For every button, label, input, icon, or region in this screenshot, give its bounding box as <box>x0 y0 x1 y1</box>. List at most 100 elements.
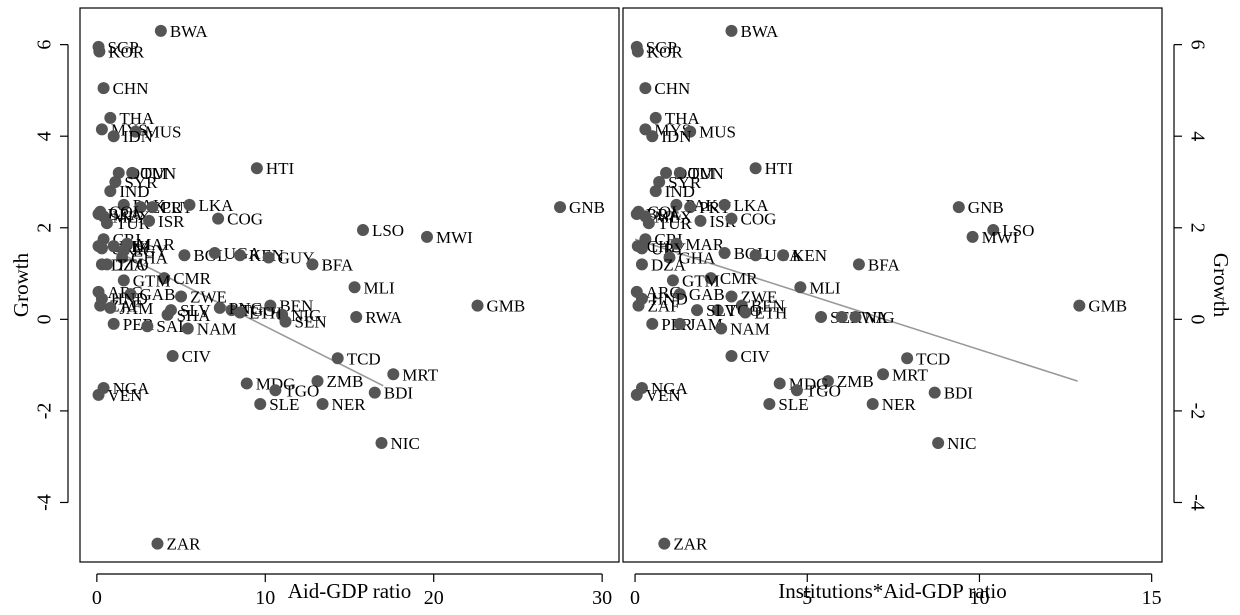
data-point-label: BDI <box>384 384 414 403</box>
data-point <box>134 201 147 214</box>
data-point-label: CHN <box>654 79 690 98</box>
data-point <box>250 162 263 175</box>
data-point-label: TUN <box>141 164 176 183</box>
data-point-label: NER <box>332 395 367 414</box>
data-point <box>653 175 666 188</box>
data-point-label: ZMB <box>326 372 363 391</box>
data-point-label: MRT <box>892 365 928 384</box>
data-point-label: COL <box>647 203 681 222</box>
data-point-label: DZA <box>651 255 687 274</box>
data-point-label: KOR <box>108 42 145 61</box>
data-point-label: ZAF <box>647 297 679 316</box>
data-point-label: VEN <box>108 386 143 405</box>
data-point <box>117 274 130 287</box>
data-point <box>104 301 117 314</box>
data-point <box>554 201 567 214</box>
y-tick-label: 6 <box>1186 40 1208 50</box>
data-point <box>635 258 648 271</box>
data-point <box>213 301 226 314</box>
data-point <box>95 123 108 136</box>
x-tick-label: 0 <box>92 587 102 609</box>
data-point-label: EGY <box>133 242 168 261</box>
y-tick-label: 0 <box>34 314 56 324</box>
data-point-label: NER <box>882 395 917 414</box>
data-point-label: HND <box>111 290 148 309</box>
data-point-label: SEN <box>294 313 326 332</box>
data-point <box>104 111 117 124</box>
data-point-label: IND <box>119 182 149 201</box>
data-point-label: GMB <box>1088 297 1127 316</box>
data-point-label: GUY <box>278 249 315 268</box>
data-point <box>208 246 221 259</box>
data-point-label: ETH <box>754 303 787 322</box>
data-point-label: BWA <box>740 22 779 41</box>
data-point <box>141 320 154 333</box>
data-point-label: LSO <box>1002 221 1034 240</box>
data-point <box>92 388 105 401</box>
data-point <box>126 166 139 179</box>
data-point <box>356 224 369 237</box>
data-point <box>749 162 762 175</box>
data-point-label: MWI <box>436 228 473 247</box>
data-point <box>642 217 655 230</box>
data-point <box>240 377 253 390</box>
data-point-label: BFA <box>868 255 901 274</box>
data-point-label: NGA <box>113 379 151 398</box>
data-point-label: SLE <box>269 395 299 414</box>
data-point <box>966 230 979 243</box>
data-point <box>158 272 171 285</box>
y-axis-title: Growth <box>1209 253 1233 318</box>
data-point <box>269 384 282 397</box>
y-tick-label: -4 <box>34 494 56 511</box>
data-point <box>178 249 191 262</box>
data-point <box>928 386 941 399</box>
data-point <box>725 24 738 37</box>
data-point-label: GNB <box>569 198 605 217</box>
y-tick-label: -2 <box>1186 403 1208 420</box>
data-point <box>739 306 752 319</box>
right-panel: 0 5 10 15 Institutions*Aid-GDP ratio 6 4 2 0 -2 -4… <box>622 7 1233 609</box>
data-point <box>646 130 659 143</box>
data-point <box>350 311 363 324</box>
data-point-label: VEN <box>646 386 681 405</box>
data-point <box>932 436 945 449</box>
data-point-label: GNB <box>968 198 1004 217</box>
data-point <box>124 288 137 301</box>
data-point <box>794 281 807 294</box>
data-point <box>684 201 697 214</box>
data-point <box>631 45 644 58</box>
data-point-label: DOM <box>128 164 168 183</box>
plot-frame <box>622 7 1163 563</box>
data-point-label: MRT <box>402 365 438 384</box>
y-tick-label: 2 <box>1186 223 1208 233</box>
data-point <box>129 125 142 138</box>
data-point-label: URY <box>651 239 686 258</box>
data-point <box>146 201 159 214</box>
data-point <box>663 251 676 264</box>
y-tick-label: 0 <box>1186 314 1208 324</box>
x-tick-label: 10 <box>969 587 989 609</box>
data-point <box>852 258 865 271</box>
data-point-label: MUS <box>145 123 182 142</box>
data-point <box>154 24 167 37</box>
data-point <box>670 198 683 211</box>
data-point-label: ZMB <box>837 372 874 391</box>
data-point-label: BDI <box>944 384 974 403</box>
y-tick-label: 4 <box>34 131 56 141</box>
data-point <box>649 185 662 198</box>
data-point-label: NGA <box>651 379 689 398</box>
data-point-label: TUR <box>116 214 151 233</box>
data-point <box>821 375 834 388</box>
plot-frame <box>79 7 620 563</box>
data-point <box>112 166 125 179</box>
data-point <box>649 111 662 124</box>
data-point <box>175 290 188 303</box>
data-point <box>264 299 277 312</box>
data-point-label: BEN <box>751 297 785 316</box>
data-point-label: MAR <box>685 235 724 254</box>
data-point <box>639 82 652 95</box>
data-point-label: NIC <box>391 434 420 453</box>
data-point <box>331 352 344 365</box>
data-point <box>632 299 645 312</box>
